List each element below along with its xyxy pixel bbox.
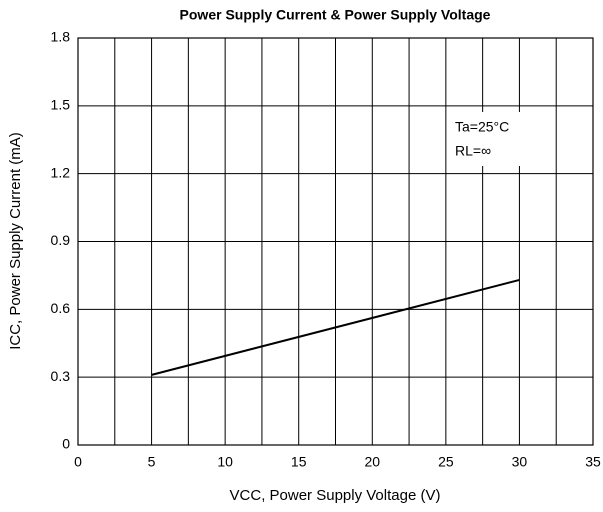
- y-tick-label: 0.3: [51, 368, 71, 384]
- y-tick-label: 1.5: [51, 97, 71, 113]
- y-tick-label: 1.8: [51, 29, 71, 45]
- y-tick-label: 0.9: [51, 232, 71, 248]
- x-tick-label: 20: [364, 454, 380, 470]
- x-tick-label: 15: [291, 454, 307, 470]
- y-tick-label: 0.6: [51, 300, 71, 316]
- x-tick-label: 10: [217, 454, 233, 470]
- annotation: RL=∞: [455, 143, 491, 159]
- data-line: [151, 278, 520, 376]
- x-tick-label: 25: [438, 454, 454, 470]
- y-axis-label: ICC, Power Supply Current (mA): [7, 132, 24, 350]
- annotation-box: [448, 112, 520, 166]
- x-tick-label: 30: [512, 454, 528, 470]
- y-tick-label: 0: [62, 436, 70, 452]
- y-tick-label: 1.2: [51, 164, 71, 180]
- chart-title: Power Supply Current & Power Supply Volt…: [180, 7, 491, 23]
- x-tick-label: 0: [74, 454, 82, 470]
- x-tick-label: 35: [585, 454, 601, 470]
- annotation: Ta=25°C: [455, 119, 509, 135]
- x-axis-label: VCC, Power Supply Voltage (V): [230, 487, 441, 504]
- x-tick-label: 5: [148, 454, 156, 470]
